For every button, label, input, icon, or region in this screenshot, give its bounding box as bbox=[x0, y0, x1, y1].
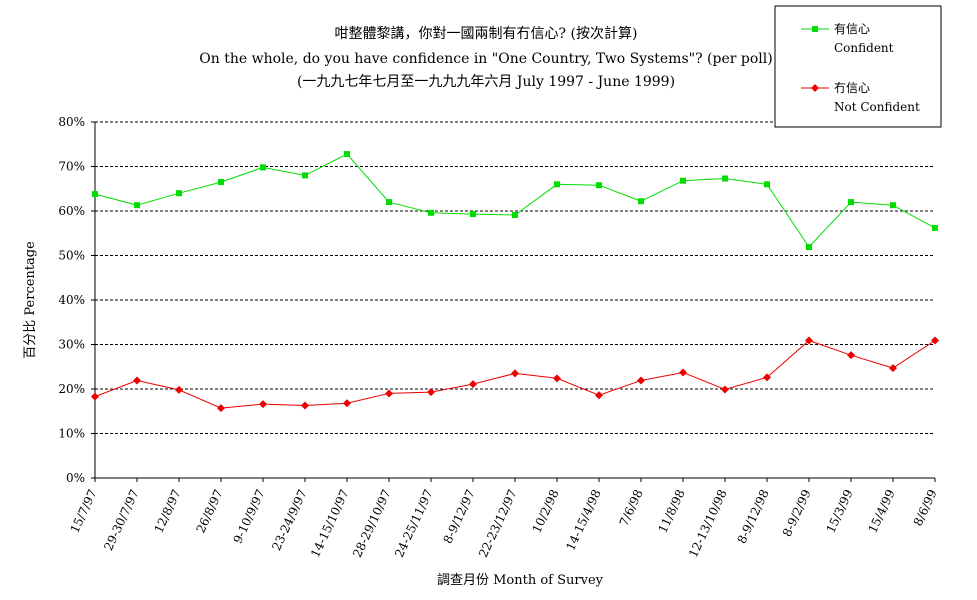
y-tick-label: 70% bbox=[58, 160, 85, 174]
data-point-confident bbox=[344, 151, 350, 158]
legend-marker-not-confident bbox=[811, 84, 819, 92]
legend-label-not-confident-zh: 冇信心 bbox=[834, 81, 870, 95]
x-tick-label: 10/2/98 bbox=[529, 487, 561, 535]
data-point-confident bbox=[932, 224, 938, 231]
gridlines bbox=[95, 121, 935, 434]
x-tick-label: 8-9/12/97 bbox=[441, 487, 478, 545]
data-point-not-confident bbox=[679, 368, 687, 377]
x-tick-label: 28-29/10/97 bbox=[350, 487, 394, 559]
y-tick-label: 40% bbox=[58, 293, 85, 307]
data-point-confident bbox=[218, 179, 224, 186]
data-point-confident bbox=[680, 177, 686, 184]
x-tick-label: 22-23/12/97 bbox=[476, 487, 520, 559]
axes bbox=[91, 121, 936, 482]
legend-label-confident-zh: 有信心 bbox=[834, 22, 870, 36]
y-tick-label: 60% bbox=[58, 204, 85, 218]
x-tick-label: 11/8/98 bbox=[655, 487, 687, 535]
data-point-not-confident bbox=[91, 392, 99, 401]
data-point-not-confident bbox=[637, 376, 645, 385]
y-axis-title: 百分比 Percentage bbox=[23, 241, 38, 359]
legend-label-confident-en: Confident bbox=[834, 41, 894, 55]
x-tick-label: 14-15/4/98 bbox=[563, 487, 603, 552]
x-tick-label: 15/3/99 bbox=[823, 487, 855, 535]
data-point-not-confident bbox=[133, 376, 141, 385]
data-point-not-confident bbox=[343, 399, 351, 408]
data-point-confident bbox=[848, 199, 854, 206]
x-tick-label: 15/7/97 bbox=[67, 487, 99, 535]
data-point-confident bbox=[176, 190, 182, 197]
data-point-confident bbox=[764, 181, 770, 188]
data-point-not-confident bbox=[511, 369, 519, 378]
data-point-not-confident bbox=[931, 336, 939, 345]
data-point-confident bbox=[302, 172, 308, 179]
x-tick-label: 7/6/98 bbox=[617, 487, 646, 528]
legend-marker-confident bbox=[812, 26, 818, 32]
data-point-confident bbox=[806, 244, 812, 251]
data-point-confident bbox=[596, 182, 602, 189]
chart-date-range: (一九九七年七月至一九九九年六月 July 1997 - June 1999) bbox=[297, 74, 675, 90]
y-tick-labels: 0% 10% 20% 30% 40% 50% 60% 70% 80% bbox=[58, 115, 85, 485]
data-point-not-confident bbox=[889, 364, 897, 373]
data-point-confident bbox=[470, 211, 476, 218]
x-tick-label: 14-15/10/97 bbox=[308, 487, 352, 559]
y-tick-label: 20% bbox=[58, 382, 85, 396]
y-tick-label: 80% bbox=[58, 115, 85, 129]
chart-subtitle: On the whole, do you have confidence in … bbox=[199, 51, 772, 67]
data-point-confident bbox=[638, 198, 644, 205]
legend: 有信心 Confident 冇信心 Not Confident bbox=[774, 5, 942, 128]
y-tick-label: 0% bbox=[66, 471, 85, 485]
data-point-not-confident bbox=[553, 374, 561, 383]
chart-title: 咁整體黎講，你對一國兩制有冇信心? (按次計算) bbox=[335, 26, 638, 42]
data-point-not-confident bbox=[301, 401, 309, 410]
y-tick-label: 50% bbox=[58, 249, 85, 263]
data-point-not-confident bbox=[847, 351, 855, 360]
legend-box bbox=[774, 5, 942, 128]
x-axis-title: 調查月份 Month of Survey bbox=[437, 573, 604, 588]
data-point-not-confident bbox=[427, 388, 435, 397]
y-tick-label: 10% bbox=[58, 427, 85, 441]
data-point-confident bbox=[260, 164, 266, 171]
data-point-not-confident bbox=[595, 391, 603, 400]
data-point-confident bbox=[890, 202, 896, 209]
x-tick-label: 29-30/7/97 bbox=[101, 487, 141, 552]
data-point-confident bbox=[134, 202, 140, 209]
data-point-not-confident bbox=[217, 404, 225, 413]
legend-label-not-confident-en: Not Confident bbox=[834, 100, 920, 114]
data-point-confident bbox=[512, 212, 518, 219]
x-tick-label: 8/6/99 bbox=[911, 487, 940, 528]
data-point-not-confident bbox=[805, 336, 813, 345]
x-tick-label: 15/4/99 bbox=[865, 487, 897, 535]
y-tick-label: 30% bbox=[58, 338, 85, 352]
data-point-not-confident bbox=[721, 385, 729, 394]
x-tick-label: 24-25/11/97 bbox=[392, 487, 436, 559]
data-point-confident bbox=[722, 175, 728, 182]
x-tick-labels: 15/7/97 29-30/7/97 12/8/97 26/8/97 9-10/9/97… bbox=[67, 487, 939, 559]
data-point-not-confident bbox=[385, 389, 393, 398]
series-line-confident bbox=[94, 153, 936, 248]
x-tick-label: 26/8/97 bbox=[193, 487, 225, 535]
data-point-confident bbox=[428, 209, 434, 216]
data-point-not-confident bbox=[259, 400, 267, 409]
data-point-not-confident bbox=[763, 373, 771, 382]
data-point-confident bbox=[554, 181, 560, 188]
x-tick-label: 8-9/2/99 bbox=[780, 487, 814, 539]
data-point-not-confident bbox=[469, 380, 477, 389]
x-tick-label: 9-10/9/97 bbox=[231, 487, 268, 545]
data-point-not-confident bbox=[175, 385, 183, 394]
data-point-confident bbox=[386, 199, 392, 206]
series-markers bbox=[91, 151, 939, 413]
x-tick-label: 23-24/9/97 bbox=[269, 487, 309, 552]
x-tick-label: 12/8/97 bbox=[151, 487, 183, 535]
x-tick-label: 8-9/12/98 bbox=[735, 487, 772, 545]
data-point-confident bbox=[92, 191, 98, 198]
x-tick-label: 12-13/10/98 bbox=[686, 487, 730, 559]
